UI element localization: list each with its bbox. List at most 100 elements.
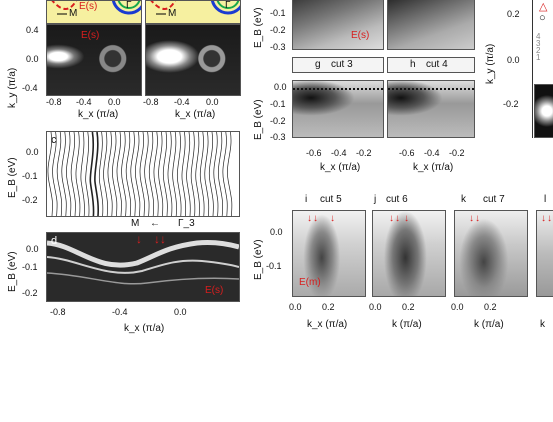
panel-g-letter: g	[315, 59, 321, 70]
edc-curve	[162, 132, 168, 216]
edc-curve	[121, 132, 127, 216]
edc-curve	[52, 132, 58, 216]
h-xtick-1: -0.4	[424, 148, 440, 158]
i-arrow-3: ↓	[330, 213, 335, 224]
edc-curve	[75, 132, 81, 216]
k-xtick-0: 0.0	[451, 302, 464, 312]
g-xtick-0: -0.6	[306, 148, 322, 158]
i-arrow-1: ↓	[307, 213, 312, 224]
ky-tick-2: -0.4	[22, 83, 38, 93]
legend-triangle: △	[539, 1, 548, 13]
panel-h-letter: h	[410, 59, 416, 70]
i-xtick-1: 0.2	[322, 302, 335, 312]
edc-curve	[199, 132, 205, 216]
edc-curve	[66, 132, 72, 216]
panel-h-fermi-line	[388, 88, 474, 90]
j-arrow-3: ↓	[404, 213, 409, 224]
right-ky-axis-label: k_y (π/a)	[485, 43, 496, 84]
fs-m-label-2: M	[168, 8, 177, 19]
j-xtick-1: 0.2	[402, 302, 415, 312]
panel-d-down-arrow-1: ↓	[136, 232, 142, 246]
legend-circle: ○	[539, 12, 546, 24]
edc-curve	[186, 132, 191, 216]
kx2-tick-0: -0.8	[143, 97, 159, 107]
j-arrow-1: ↓	[389, 213, 394, 224]
panel-k-letter: k	[461, 194, 466, 205]
ijk-ytick-0: 0.0	[270, 227, 283, 237]
legend-num-2: 2	[536, 46, 541, 55]
edc-curve	[80, 132, 85, 216]
j-arrow-2: ↓	[395, 213, 400, 224]
fs-e-label: E(s)	[79, 1, 98, 12]
edc-curve	[61, 132, 67, 216]
edc-curve	[107, 132, 113, 216]
edc-curve	[213, 132, 219, 216]
gh-ytick-3: -0.3	[270, 132, 286, 142]
h-xlabel: k_x (π/a)	[413, 162, 454, 173]
edc-curve	[47, 132, 53, 216]
panel-l: ↓ ↓	[536, 210, 553, 297]
kx2-axis-label: k_x (π/a)	[175, 109, 216, 120]
edc-stack	[47, 132, 233, 216]
legend-num-4: 4	[536, 32, 541, 41]
edc-curve	[190, 132, 196, 216]
d-ytick-2: -0.2	[22, 288, 38, 298]
panel-d-down-arrow-3: ↓	[160, 232, 166, 246]
panel-j-title: cut 6	[386, 194, 408, 205]
fs-m-label: M	[69, 8, 78, 19]
fs-sketch-right: M Γ	[145, 0, 241, 24]
kx1-tick-1: -0.4	[76, 97, 92, 107]
right-ky-tick-0: 0.2	[507, 9, 520, 19]
k-arrow-1: ↓	[469, 213, 474, 224]
panel-k-title: cut 7	[483, 194, 505, 205]
right-ky-tick-1: 0.0	[507, 55, 520, 65]
kx1-tick-2: 0.0	[108, 97, 121, 107]
mid-top-ylabel: E_B (eV)	[253, 7, 264, 48]
panel-d: d E(s)	[46, 232, 240, 302]
legend-num-3: 3	[536, 39, 541, 48]
mg-m: M	[131, 218, 140, 229]
panel-d-bands	[47, 240, 239, 285]
k-arrow-2: ↓	[475, 213, 480, 224]
edc-curve	[222, 132, 228, 216]
kx1-tick-0: -0.8	[46, 97, 62, 107]
l-arrow-2: ↓	[547, 213, 552, 224]
panel-c: c	[46, 131, 240, 217]
c-ytick-0: 0.0	[26, 147, 39, 157]
ijk-ytick-1: -0.1	[266, 261, 282, 271]
fs-sketch-left-graphic	[51, 1, 141, 15]
edc-curve	[56, 132, 63, 216]
k-xtick-1: 0.2	[484, 302, 497, 312]
right-ky-tick-2: -0.2	[503, 99, 519, 109]
panel-k: ↓ ↓	[454, 210, 528, 297]
fs-sketch-left: E(s) M Γ	[46, 0, 142, 24]
panel-g	[292, 80, 384, 138]
left-ky-axis-label: k_y (π/a)	[7, 67, 18, 108]
i-xtick-0: 0.0	[289, 302, 302, 312]
panel-e-cut: E(s)	[292, 0, 384, 50]
edc-curve	[94, 132, 100, 216]
edc-curve	[172, 132, 177, 216]
edc-curve	[130, 132, 136, 216]
edc-curve	[89, 132, 95, 216]
d-ytick-1: -0.1	[22, 262, 38, 272]
edc-curve	[125, 132, 132, 216]
mid-gh-ylabel: E_B (eV)	[253, 99, 264, 140]
panel-g-header: g cut 3	[292, 57, 384, 73]
edc-curve	[139, 132, 145, 216]
i-arrow-2: ↓	[313, 213, 318, 224]
gh-ytick-0: 0.0	[274, 82, 287, 92]
fs-gamma-label: Γ	[126, 0, 132, 11]
c-ytick-2: -0.2	[22, 195, 38, 205]
fs-map-1: E(s)	[46, 24, 142, 96]
edc-curve	[112, 132, 118, 216]
right-fs-map	[534, 84, 553, 138]
kx1-axis-label: k_x (π/a)	[78, 109, 119, 120]
ky-tick-1: 0.0	[26, 54, 39, 64]
fs-sketch-right-graphic	[150, 1, 240, 15]
mid-bottom-ylabel: E_B (eV)	[253, 239, 264, 280]
panel-d-down-arrow-2: ↓	[154, 232, 160, 246]
ky-tick-0: 0.4	[26, 25, 39, 35]
k-xlabel: k (π/a)	[474, 319, 504, 330]
mid-top-ytick-0: -0.1	[270, 8, 286, 18]
